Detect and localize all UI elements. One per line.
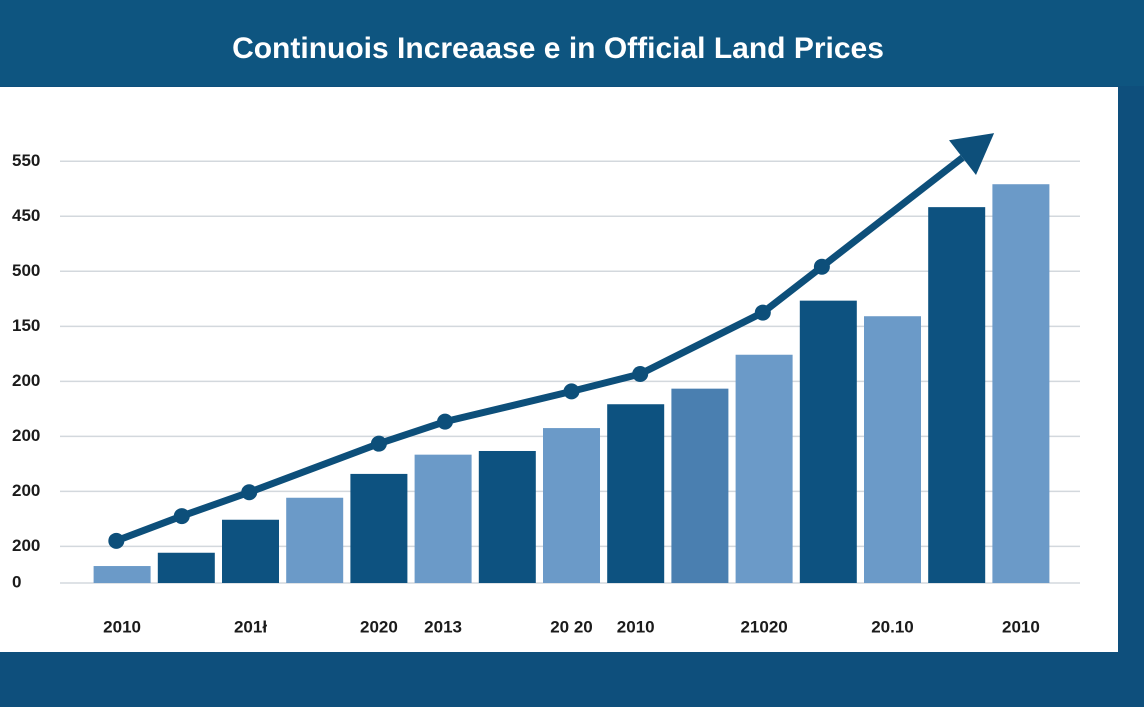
x-tick-label: 20 20 xyxy=(550,617,593,636)
bar xyxy=(93,566,151,583)
bar xyxy=(607,404,665,583)
trend-point xyxy=(241,484,258,501)
trend-point xyxy=(108,532,125,549)
x-tick-label: 2020 xyxy=(360,617,398,636)
y-tick-label: 500 xyxy=(12,261,40,280)
bar xyxy=(799,300,857,583)
y-tick-label: 550 xyxy=(12,151,40,170)
y-tick-label: 200 xyxy=(12,481,40,500)
trend-point xyxy=(370,435,387,452)
x-tick-label: 201ł xyxy=(234,617,267,636)
trend-point xyxy=(754,304,771,321)
y-tick-label: 200 xyxy=(12,371,40,390)
bar xyxy=(478,450,536,583)
bar xyxy=(928,207,986,583)
x-tick-label: 2010 xyxy=(617,617,655,636)
bar xyxy=(157,552,215,583)
x-tick-label: 21020 xyxy=(740,617,787,636)
x-tick-label: 2013 xyxy=(424,617,462,636)
title-bar xyxy=(0,0,1144,86)
bar xyxy=(543,428,600,583)
bar xyxy=(671,388,729,583)
bar xyxy=(735,354,793,583)
trend-point xyxy=(563,383,580,400)
chart-title: Continuois Increaase e in Official Land … xyxy=(232,32,884,65)
bar xyxy=(992,184,1050,584)
y-tick-label: 200 xyxy=(12,426,40,445)
y-tick-label: 200 xyxy=(12,536,40,555)
trend-point xyxy=(632,365,649,382)
trend-arrow-head xyxy=(949,133,995,175)
trend-arrow-shaft xyxy=(819,154,965,270)
bar xyxy=(864,316,921,583)
trend-point xyxy=(437,413,454,430)
x-tick-label: 2010 xyxy=(1002,617,1040,636)
bar xyxy=(350,473,408,583)
bar xyxy=(414,454,472,583)
y-tick-label: 450 xyxy=(12,206,40,225)
x-tick-label: 20.10 xyxy=(871,617,914,636)
x-tick-label: 2010 xyxy=(103,617,141,636)
y-tick-label: 150 xyxy=(12,316,40,335)
bar xyxy=(222,519,279,583)
y-tick-label: 0 xyxy=(12,572,21,591)
bar xyxy=(286,497,344,583)
trend-point xyxy=(813,258,830,275)
trend-point xyxy=(173,508,190,525)
